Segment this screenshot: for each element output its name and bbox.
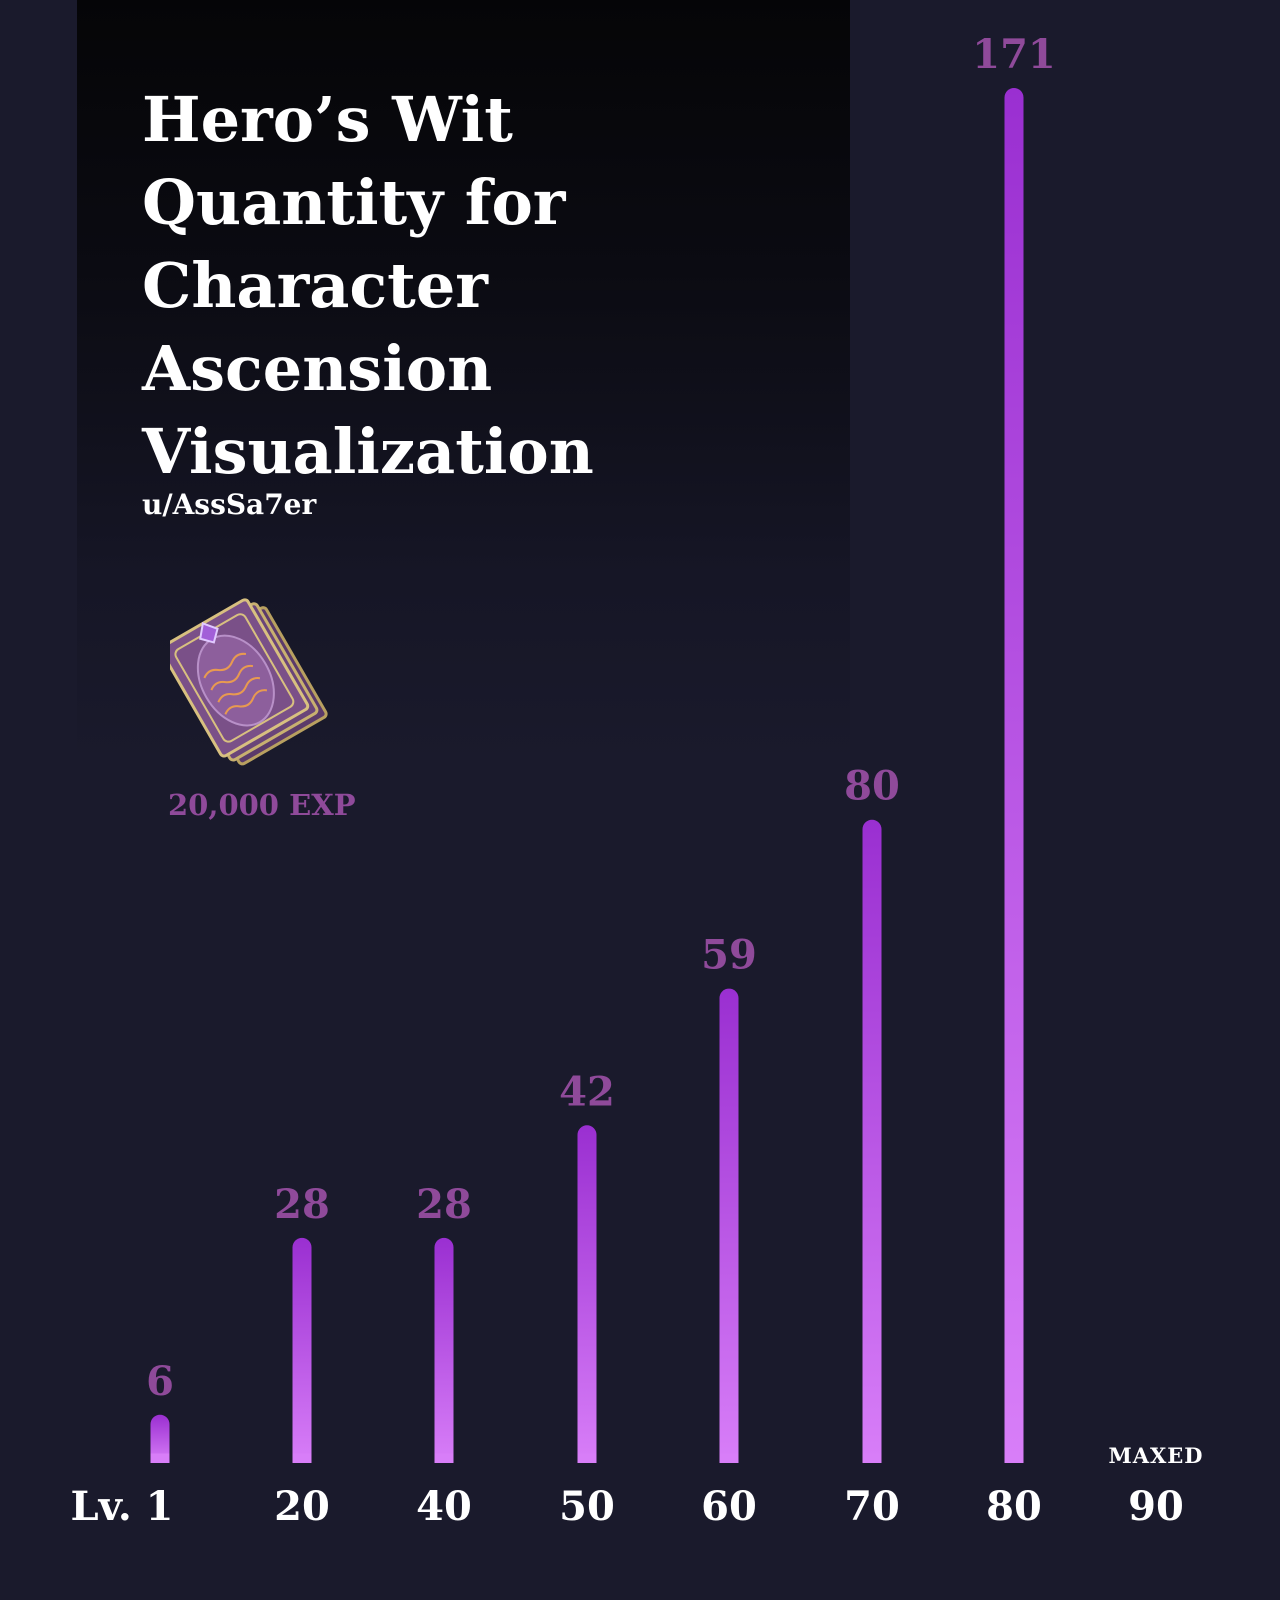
author-credit: u/AssSa7er bbox=[142, 488, 317, 521]
chart-title: Hero’s Wit Quantity for Character Ascens… bbox=[142, 83, 594, 488]
bar-foot-3 bbox=[577, 1453, 597, 1463]
bar-foot-5 bbox=[862, 1453, 882, 1463]
data-label-2: 28 bbox=[416, 1181, 472, 1228]
bar-1 bbox=[292, 1237, 312, 1463]
bar-foot-4 bbox=[719, 1453, 739, 1463]
data-label-5: 80 bbox=[844, 763, 900, 810]
bar-foot-0 bbox=[150, 1453, 170, 1463]
annotation-maxed: MAXED bbox=[1108, 1443, 1203, 1468]
x-tick-label-7: 90 bbox=[1128, 1483, 1184, 1530]
x-tick-label-0: Lv. 1 bbox=[70, 1483, 173, 1530]
bar-foot-2 bbox=[434, 1453, 454, 1463]
data-label-4: 59 bbox=[701, 932, 757, 979]
data-label-0: 6 bbox=[146, 1358, 174, 1405]
x-tick-label-4: 60 bbox=[701, 1483, 757, 1530]
x-tick-label-1: 20 bbox=[274, 1483, 330, 1530]
heros-wit-book-icon bbox=[170, 598, 328, 766]
bar-foot-1 bbox=[292, 1453, 312, 1463]
data-label-3: 42 bbox=[559, 1068, 615, 1115]
bar-4 bbox=[719, 988, 739, 1463]
bar-3 bbox=[577, 1125, 597, 1463]
x-tick-label-3: 50 bbox=[559, 1483, 615, 1530]
bar-foot-6 bbox=[1004, 1453, 1024, 1463]
item-exp-label: 20,000 EXP bbox=[168, 788, 356, 822]
bar-0 bbox=[150, 1414, 170, 1463]
x-tick-label-5: 70 bbox=[844, 1483, 900, 1530]
x-tick-label-2: 40 bbox=[416, 1483, 472, 1530]
bar-5 bbox=[862, 819, 882, 1463]
bar-2 bbox=[434, 1237, 454, 1463]
data-label-6: 171 bbox=[972, 31, 1056, 78]
data-label-1: 28 bbox=[274, 1181, 330, 1228]
x-tick-label-6: 80 bbox=[986, 1483, 1042, 1530]
bar-6 bbox=[1004, 88, 1024, 1463]
